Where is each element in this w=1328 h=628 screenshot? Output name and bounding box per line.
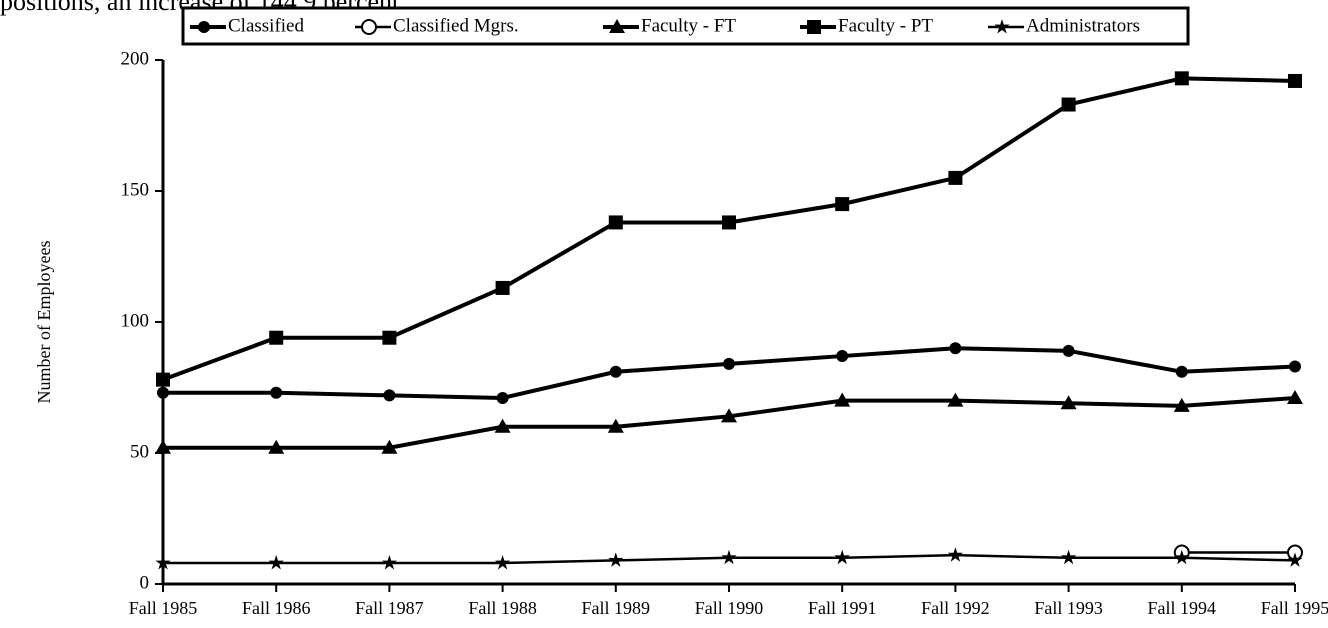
marker: [268, 439, 285, 454]
marker: [156, 372, 170, 387]
marker: [383, 389, 396, 402]
y-tick-label: 150: [121, 179, 150, 200]
marker: [1288, 73, 1302, 88]
marker: [721, 408, 737, 423]
marker: [609, 19, 625, 33]
marker: [1060, 395, 1077, 410]
series-line: [163, 395, 1296, 450]
marker: [834, 392, 851, 407]
marker: [723, 357, 735, 370]
marker: [1061, 549, 1077, 565]
x-tick-label: Fall 1994: [1148, 598, 1217, 618]
marker: [607, 418, 624, 433]
marker: [948, 170, 963, 185]
marker: [269, 330, 284, 345]
marker: [494, 418, 511, 433]
marker: [381, 439, 398, 454]
marker: [155, 439, 171, 454]
y-tick-label: 0: [140, 572, 150, 593]
marker: [947, 392, 964, 407]
y-tick-label: 50: [130, 441, 149, 462]
marker: [994, 19, 1010, 34]
marker: [834, 549, 850, 565]
marker: [495, 555, 511, 570]
marker: [835, 197, 850, 212]
marker: [1173, 397, 1190, 412]
marker: [381, 555, 397, 570]
marker: [609, 365, 622, 378]
y-tick-label: 100: [121, 310, 150, 331]
marker: [361, 19, 377, 35]
x-tick-label: Fall 1993: [1034, 598, 1103, 618]
x-tick-label: Fall 1991: [808, 598, 877, 618]
marker: [157, 386, 169, 399]
y-tick-label: 200: [121, 48, 150, 69]
marker: [1175, 365, 1188, 378]
marker: [268, 555, 284, 570]
marker: [608, 552, 624, 567]
marker: [947, 547, 963, 562]
marker: [1061, 97, 1076, 112]
x-tick-label: Fall 1995: [1261, 598, 1328, 618]
x-tick-label: Fall 1987: [355, 598, 424, 618]
y-axis-label: Number of Employees: [34, 241, 54, 404]
marker: [836, 350, 849, 363]
marker: [270, 386, 283, 399]
marker: [949, 342, 962, 355]
x-tick-label: Fall 1986: [242, 598, 311, 618]
marker: [198, 21, 210, 33]
legend-label: Administrators: [1026, 15, 1140, 36]
marker: [496, 391, 509, 404]
series-line: [163, 346, 1296, 400]
x-tick-label: Fall 1992: [921, 598, 990, 618]
marker: [1174, 549, 1190, 565]
marker: [1174, 71, 1189, 86]
legend-label: Faculty - PT: [838, 15, 933, 36]
x-tick-label: Fall 1985: [129, 598, 198, 618]
marker: [1287, 552, 1303, 567]
marker: [608, 215, 623, 230]
x-tick-label: Fall 1990: [695, 598, 764, 618]
marker: [721, 549, 737, 565]
marker: [155, 555, 171, 570]
marker: [1062, 344, 1075, 357]
marker: [807, 20, 821, 34]
legend-label: Faculty - FT: [641, 15, 736, 36]
marker: [722, 215, 736, 230]
x-tick-label: Fall 1989: [582, 598, 651, 618]
marker: [495, 280, 510, 295]
marker: [1287, 389, 1303, 404]
marker: [382, 330, 397, 345]
legend-label: Classified Mgrs.: [393, 15, 519, 36]
marker: [1289, 360, 1301, 373]
legend-label: Classified: [228, 15, 304, 36]
x-tick-label: Fall 1988: [468, 598, 537, 618]
